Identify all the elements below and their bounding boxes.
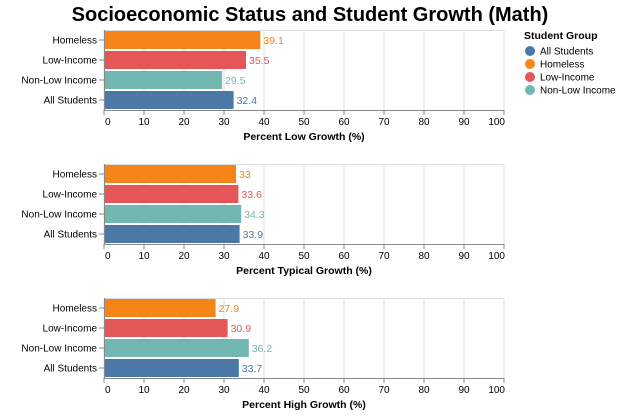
legend-swatch-non-low-income [525, 85, 535, 95]
y-tick-label: Homeless [53, 36, 97, 47]
x-tick-label: 60 [338, 117, 350, 128]
x-tick-label: 0 [105, 385, 111, 396]
x-axis-title: Percent Typical Growth (%) [236, 265, 372, 277]
x-tick-label: 30 [218, 385, 230, 396]
bar-low-income [104, 319, 228, 337]
x-tick-label: 20 [178, 251, 190, 262]
legend-label: All Students [540, 47, 593, 58]
bar-homeless [104, 31, 261, 49]
x-tick-label: 20 [178, 117, 190, 128]
panel-1: 39.1 Homeless 35.5 Low-Income 29.5 Non-Low In… [21, 30, 505, 143]
bar-value-label: 39.1 [263, 35, 284, 47]
legend-label: Low-Income [540, 73, 595, 84]
x-tick-label: 100 [488, 251, 505, 262]
x-tick-label: 60 [338, 385, 350, 396]
chart-panels: 39.1 Homeless 35.5 Low-Income 29.5 Non-Low In… [21, 30, 505, 411]
x-tick-label: 40 [258, 117, 270, 128]
x-tick-label: 10 [138, 385, 150, 396]
x-tick-label: 60 [338, 251, 350, 262]
x-tick-label: 100 [488, 117, 505, 128]
panel-2: 33 Homeless 33.6 Low-Income 34.3 Non-Low Inco… [21, 164, 505, 277]
panel-3: 27.9 Homeless 30.9 Low-Income 36.2 Non-Low In… [21, 298, 505, 411]
x-tick-label: 10 [138, 117, 150, 128]
x-tick-label: 80 [418, 385, 430, 396]
legend-label: Homeless [540, 60, 584, 71]
bar-value-label: 32.4 [237, 95, 258, 107]
legend-title: Student Group [524, 30, 598, 42]
x-tick-label: 40 [258, 385, 270, 396]
x-tick-label: 10 [138, 251, 150, 262]
x-tick-label: 40 [258, 251, 270, 262]
bar-non-low-income [104, 339, 249, 357]
x-tick-label: 90 [458, 251, 470, 262]
bar-low-income [104, 185, 239, 203]
bar-value-label: 35.5 [249, 55, 270, 67]
bar-low-income [104, 51, 246, 69]
bar-all-students [104, 225, 240, 243]
x-axis-title: Percent Low Growth (%) [243, 131, 364, 143]
bar-all-students [104, 359, 239, 377]
bar-value-label: 27.9 [219, 303, 240, 315]
y-tick-label: Low-Income [43, 190, 98, 201]
x-axis-title: Percent High Growth (%) [242, 399, 366, 411]
x-tick-label: 50 [298, 117, 310, 128]
x-tick-label: 80 [418, 251, 430, 262]
x-tick-label: 30 [218, 251, 230, 262]
y-tick-label: Low-Income [43, 324, 98, 335]
legend: Student Group All Students Homeless Low-In… [524, 30, 616, 97]
bar-value-label: 30.9 [231, 323, 252, 335]
chart-title: Socioeconomic Status and Student Growth … [72, 4, 549, 26]
bar-value-label: 34.3 [244, 209, 265, 221]
y-tick-label: All Students [44, 96, 97, 107]
bar-homeless [104, 299, 216, 317]
x-tick-label: 70 [378, 385, 390, 396]
x-tick-label: 100 [488, 385, 505, 396]
y-tick-label: All Students [44, 364, 97, 375]
x-tick-label: 30 [218, 117, 230, 128]
bar-value-label: 33.7 [242, 363, 263, 375]
x-tick-label: 0 [105, 117, 111, 128]
y-tick-label: All Students [44, 230, 97, 241]
bar-non-low-income [104, 71, 222, 89]
y-tick-label: Low-Income [43, 56, 98, 67]
y-tick-label: Homeless [53, 304, 97, 315]
x-tick-label: 70 [378, 117, 390, 128]
y-tick-label: Homeless [53, 170, 97, 181]
x-tick-label: 50 [298, 385, 310, 396]
bar-value-label: 33.6 [241, 189, 262, 201]
x-tick-label: 90 [458, 117, 470, 128]
x-tick-label: 20 [178, 385, 190, 396]
x-tick-label: 0 [105, 251, 111, 262]
x-tick-label: 50 [298, 251, 310, 262]
x-tick-label: 90 [458, 385, 470, 396]
bar-value-label: 33.9 [243, 229, 264, 241]
x-tick-label: 80 [418, 117, 430, 128]
bar-non-low-income [104, 205, 242, 223]
y-tick-label: Non-Low Income [21, 210, 97, 221]
y-tick-label: Non-Low Income [21, 344, 97, 355]
legend-label: Non-Low Income [540, 86, 616, 97]
bar-value-label: 29.5 [225, 75, 246, 87]
bar-homeless [104, 165, 236, 183]
bar-all-students [104, 91, 234, 109]
bar-value-label: 33 [239, 169, 251, 181]
bar-value-label: 36.2 [252, 343, 273, 355]
y-tick-label: Non-Low Income [21, 76, 97, 87]
legend-swatch-all-students [525, 46, 535, 56]
x-tick-label: 70 [378, 251, 390, 262]
legend-swatch-homeless [525, 59, 535, 69]
legend-swatch-low-income [525, 72, 535, 82]
